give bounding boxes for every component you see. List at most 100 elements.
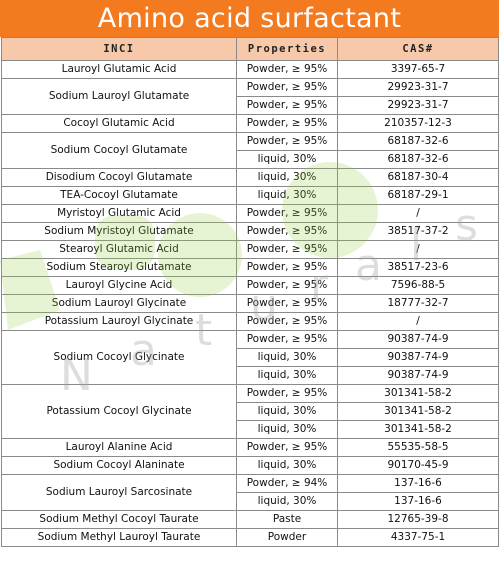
properties-cell: Powder, ≥ 95%	[236, 312, 338, 331]
cas-cell: 29923-31-7	[337, 96, 499, 115]
inci-cell: Sodium Cocoyl Glycinate	[1, 330, 237, 385]
cas-cell: 90387-74-9	[337, 330, 499, 349]
table-row: Potassium Cocoyl Glycinate Powder, ≥ 95% 3…	[1, 384, 499, 439]
cas-cell: 18777-32-7	[337, 294, 499, 313]
properties-cell: Powder	[236, 528, 338, 547]
cas-cell: 137-16-6	[337, 492, 499, 511]
properties-cell: liquid, 30%	[236, 420, 338, 439]
table-row: Disodium Cocoyl Glutamate liquid, 30% 6818…	[1, 168, 499, 187]
properties-cell: Powder, ≥ 95%	[236, 276, 338, 295]
header-inci: INCI	[1, 37, 237, 61]
inci-cell: Sodium Lauroyl Sarcosinate	[1, 474, 237, 511]
cas-cell: 90387-74-9	[337, 366, 499, 385]
properties-cell: liquid, 30%	[236, 402, 338, 421]
properties-cell: Powder, ≥ 95%	[236, 204, 338, 223]
inci-cell: Sodium Lauroyl Glutamate	[1, 78, 237, 115]
inci-cell: Sodium Stearoyl Glutamate	[1, 258, 237, 277]
table-row: Sodium Cocoyl Glutamate Powder, ≥ 95% 6818…	[1, 132, 499, 169]
inci-cell: Sodium Methyl Cocoyl Taurate	[1, 510, 237, 529]
cas-cell: 301341-58-2	[337, 420, 499, 439]
header-cas: CAS#	[337, 37, 499, 61]
table-row: liquid, 30% 90387-74-9	[2, 348, 499, 367]
inci-cell: Cocoyl Glutamic Acid	[1, 114, 237, 133]
header-properties: Properties	[236, 37, 338, 61]
page-title: Amino acid surfactant	[0, 0, 499, 37]
table-row: Cocoyl Glutamic Acid Powder, ≥ 95% 210357-…	[1, 114, 499, 133]
inci-cell: Disodium Cocoyl Glutamate	[1, 168, 237, 187]
inci-cell: Lauroyl Glycine Acid	[1, 276, 237, 295]
cas-cell: 38517-23-6	[337, 258, 499, 277]
properties-cell: Paste	[236, 510, 338, 529]
cas-cell: 7596-88-5	[337, 276, 499, 295]
cas-cell: 68187-29-1	[337, 186, 499, 205]
properties-cell: Powder, ≥ 95%	[236, 78, 338, 97]
table-row: Lauroyl Glutamic Acid Powder, ≥ 95% 3397-6…	[1, 60, 499, 79]
inci-cell: Sodium Lauroyl Glycinate	[1, 294, 237, 313]
properties-cell: liquid, 30%	[236, 492, 338, 511]
cas-cell: 210357-12-3	[337, 114, 499, 133]
cas-cell: 4337-75-1	[337, 528, 499, 547]
table-row: Myristoyl Glutamic Acid Powder, ≥ 95% /	[1, 204, 499, 223]
properties-cell: liquid, 30%	[236, 150, 338, 169]
cas-cell: 3397-65-7	[337, 60, 499, 79]
cas-cell: /	[337, 204, 499, 223]
table-row: Sodium Lauroyl Glutamate Powder, ≥ 95% 299…	[1, 78, 499, 115]
properties-cell: liquid, 30%	[236, 348, 338, 367]
inci-cell: Sodium Methyl Lauroyl Taurate	[1, 528, 237, 547]
inci-cell: Potassium Lauroyl Glycinate	[1, 312, 237, 331]
properties-cell: Powder, ≥ 95%	[236, 258, 338, 277]
inci-cell: Sodium Cocoyl Alaninate	[1, 456, 237, 475]
properties-cell: Powder, ≥ 95%	[236, 384, 338, 403]
table-row: Lauroyl Glycine Acid Powder, ≥ 95% 7596-88…	[1, 276, 499, 295]
properties-cell: liquid, 30%	[236, 186, 338, 205]
properties-cell: Powder, ≥ 94%	[236, 474, 338, 493]
cas-cell: 12765-39-8	[337, 510, 499, 529]
table-row: Sodium Myristoyl Glutamate Powder, ≥ 95% 3…	[1, 222, 499, 241]
properties-cell: Powder, ≥ 95%	[236, 438, 338, 457]
table-row: TEA-Cocoyl Glutamate liquid, 30% 68187-29-…	[1, 186, 499, 205]
table-row: Sodium Lauroyl Glycinate Powder, ≥ 95% 187…	[1, 294, 499, 313]
cas-cell: 68187-30-4	[337, 168, 499, 187]
properties-cell: Powder, ≥ 95%	[236, 96, 338, 115]
table-row: liquid, 30% 301341-58-2	[2, 402, 499, 421]
properties-cell: Powder, ≥ 95%	[236, 330, 338, 349]
cas-cell: 90170-45-9	[337, 456, 499, 475]
properties-cell: Powder, ≥ 95%	[236, 132, 338, 151]
table-row: Sodium Cocoyl Alaninate liquid, 30% 90170-…	[1, 456, 499, 475]
inci-cell: Myristoyl Glutamic Acid	[1, 204, 237, 223]
table-row: Stearoyl Glutamic Acid Powder, ≥ 95% /	[1, 240, 499, 259]
properties-cell: Powder, ≥ 95%	[236, 240, 338, 259]
table-row: Sodium Methyl Cocoyl Taurate Paste 12765-3…	[1, 510, 499, 529]
cas-cell: 68187-32-6	[337, 150, 499, 169]
table-header-row: INCI Properties CAS#	[1, 37, 499, 61]
properties-cell: liquid, 30%	[236, 456, 338, 475]
table-row: Potassium Lauroyl Glycinate Powder, ≥ 95%…	[1, 312, 499, 331]
properties-cell: liquid, 30%	[236, 168, 338, 187]
cas-cell: 301341-58-2	[337, 384, 499, 403]
cas-cell: 29923-31-7	[337, 78, 499, 97]
inci-cell: TEA-Cocoyl Glutamate	[1, 186, 237, 205]
table-row: Lauroyl Alanine Acid Powder, ≥ 95% 55535-5…	[1, 438, 499, 457]
cas-cell: 38517-37-2	[337, 222, 499, 241]
cas-cell: 55535-58-5	[337, 438, 499, 457]
properties-cell: Powder, ≥ 95%	[236, 222, 338, 241]
cas-cell: /	[337, 312, 499, 331]
inci-cell: Lauroyl Alanine Acid	[1, 438, 237, 457]
table-row: Sodium Cocoyl Glycinate Powder, ≥ 95% 9038…	[1, 330, 499, 385]
properties-cell: liquid, 30%	[236, 366, 338, 385]
inci-cell: Lauroyl Glutamic Acid	[1, 60, 237, 79]
table-row: Sodium Stearoyl Glutamate Powder, ≥ 95% 38…	[1, 258, 499, 277]
inci-cell: Sodium Cocoyl Glutamate	[1, 132, 237, 169]
table-row: Sodium Lauroyl Sarcosinate Powder, ≥ 94% 1…	[1, 474, 499, 511]
table-row: liquid, 30% 137-16-6	[2, 492, 499, 511]
properties-cell: Powder, ≥ 95%	[236, 60, 338, 79]
cas-cell: 90387-74-9	[337, 348, 499, 367]
properties-cell: Powder, ≥ 95%	[236, 294, 338, 313]
surfactant-table: INCI Properties CAS# Lauroyl Glutamic Ac…	[1, 37, 499, 547]
cas-cell: 301341-58-2	[337, 402, 499, 421]
cas-cell: 137-16-6	[337, 474, 499, 493]
cas-cell: /	[337, 240, 499, 259]
inci-cell: Potassium Cocoyl Glycinate	[1, 384, 237, 439]
properties-cell: Powder, ≥ 95%	[236, 114, 338, 133]
table-row: Sodium Methyl Lauroyl Taurate Powder 4337-…	[1, 528, 499, 547]
